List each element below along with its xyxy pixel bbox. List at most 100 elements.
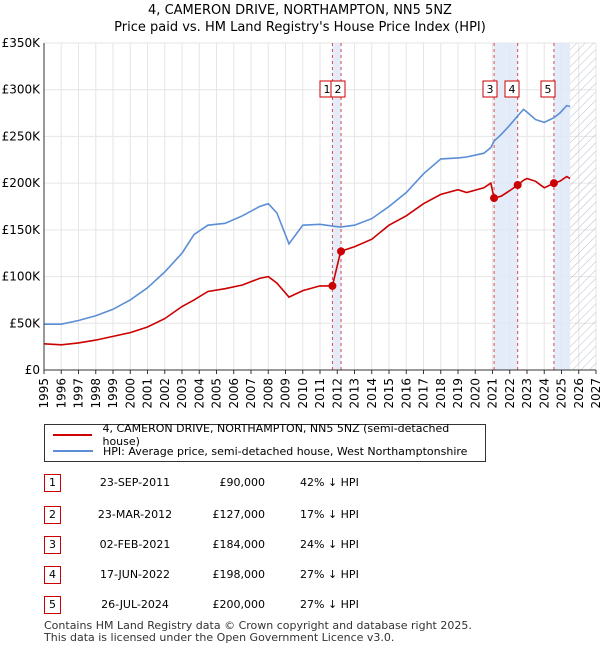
x-tick-label: 2014 — [365, 378, 379, 409]
x-tick-label: 2005 — [210, 378, 224, 409]
y-tick-label: £100K — [2, 270, 42, 284]
y-tick-label: £300K — [2, 83, 42, 97]
sale-number-badge: 4 — [44, 566, 61, 584]
x-tick-label: 2024 — [537, 378, 551, 409]
x-tick-label: 2025 — [555, 378, 569, 409]
ownership-period-shade — [332, 43, 342, 370]
sale-price: £90,000 — [219, 476, 266, 489]
sale-hpi-diff: 27% ↓ HPI — [300, 568, 359, 581]
x-tick-label: 2003 — [175, 378, 189, 409]
x-tick-label: 2012 — [330, 378, 344, 409]
x-tick-label: 1999 — [106, 378, 120, 409]
sale-point — [490, 194, 499, 203]
sale-hpi-diff: 42% ↓ HPI — [300, 476, 359, 489]
x-tick-label: 2026 — [572, 378, 586, 409]
y-tick-label: £350K — [2, 36, 42, 50]
sale-label-text: 3 — [487, 83, 494, 96]
x-tick-label: 2021 — [486, 378, 500, 409]
sale-label-text: 1 — [324, 83, 331, 96]
x-tick-label: 2023 — [520, 378, 534, 409]
legend-swatch-property — [53, 434, 93, 436]
sale-label-text: 4 — [509, 83, 516, 96]
x-tick-label: 2008 — [261, 378, 275, 409]
y-tick-label: £50K — [9, 316, 41, 330]
x-tick-label: 2016 — [399, 378, 413, 409]
ownership-period-shade — [494, 43, 518, 370]
sale-hpi-diff: 24% ↓ HPI — [300, 538, 359, 551]
table-row: 4 17-JUN-2022 £198,000 27% ↓ HPI — [0, 562, 600, 588]
x-tick-label: 2004 — [192, 378, 206, 409]
x-tick-label: 2007 — [244, 378, 258, 409]
x-tick-label: 2015 — [382, 378, 396, 409]
x-tick-label: 2022 — [503, 378, 517, 409]
table-row: 3 02-FEB-2021 £184,000 24% ↓ HPI — [0, 532, 600, 558]
sale-number-badge: 3 — [44, 536, 61, 554]
sale-price: £200,000 — [212, 598, 266, 611]
sale-hpi-diff: 27% ↓ HPI — [300, 598, 359, 611]
x-tick-label: 2017 — [417, 378, 431, 409]
sale-label-box — [540, 80, 556, 98]
sale-number-badge: 5 — [44, 596, 61, 614]
x-tick-label: 1998 — [89, 378, 103, 409]
x-tick-label: 2013 — [348, 378, 362, 409]
legend-item-property: 4, CAMERON DRIVE, NORTHAMPTON, NN5 5NZ (… — [53, 422, 485, 448]
sale-label: 3 — [482, 80, 498, 98]
x-tick-label: 2020 — [468, 378, 482, 409]
x-tick-label: 2000 — [123, 378, 137, 409]
sale-price: £127,000 — [212, 508, 266, 521]
sale-date: 17-JUN-2022 — [99, 568, 171, 581]
sale-label-text: 5 — [545, 83, 552, 96]
footer-copyright: Contains HM Land Registry data © Crown c… — [44, 619, 472, 632]
sale-number-badge: 2 — [44, 506, 61, 524]
x-tick-label: 2010 — [296, 378, 310, 409]
y-tick-label: £250K — [2, 129, 42, 143]
x-tick-label: 1995 — [37, 378, 51, 409]
ownership-period-shade — [553, 43, 571, 370]
legend-swatch-hpi — [53, 450, 93, 452]
sale-point — [549, 179, 558, 188]
y-tick-label: £0 — [25, 363, 40, 377]
y-tick-label: £150K — [2, 223, 42, 237]
x-tick-label: 2011 — [313, 378, 327, 409]
sale-hpi-diff: 17% ↓ HPI — [300, 508, 359, 521]
legend-label-property: 4, CAMERON DRIVE, NORTHAMPTON, NN5 5NZ (… — [102, 422, 450, 448]
x-tick-label: 2027 — [589, 378, 600, 409]
sale-point — [337, 247, 346, 256]
table-row: 1 23-SEP-2011 £90,000 42% ↓ HPI — [0, 470, 600, 496]
sale-label: 4 — [504, 80, 520, 98]
x-tick-label: 1997 — [72, 378, 86, 409]
x-tick-label: 2018 — [434, 378, 448, 409]
sale-label-box — [330, 80, 346, 98]
table-row: 5 26-JUL-2024 £200,000 27% ↓ HPI — [0, 592, 600, 618]
x-tick-label: 2001 — [141, 378, 155, 409]
chart-title: 4, CAMERON DRIVE, NORTHAMPTON, NN5 5NZ — [148, 3, 452, 18]
sale-date: 26-JUL-2024 — [101, 598, 169, 611]
x-tick-label: 2019 — [451, 378, 465, 409]
sale-label-text: 2 — [335, 83, 342, 96]
legend-item-hpi: HPI: Average price, semi-detached house,… — [53, 443, 467, 459]
sale-date: 02-FEB-2021 — [99, 538, 171, 551]
hpi-line — [44, 104, 571, 325]
y-tick-label: £200K — [2, 176, 42, 190]
forecast-hatch — [570, 43, 596, 370]
chart-subtitle: Price paid vs. HM Land Registry's House … — [114, 20, 486, 35]
sale-point — [513, 181, 522, 190]
property-price-line — [43, 175, 571, 346]
x-tick-label: 2009 — [279, 378, 293, 409]
sale-price: £198,000 — [212, 568, 266, 581]
chart-legend: 4, CAMERON DRIVE, NORTHAMPTON, NN5 5NZ (… — [44, 422, 486, 462]
legend-label-hpi: HPI: Average price, semi-detached house,… — [103, 444, 468, 458]
sale-date: 23-SEP-2011 — [99, 476, 171, 489]
x-tick-label: 2002 — [158, 378, 172, 409]
sale-label: 2 — [330, 80, 346, 98]
sale-label: 5 — [540, 80, 556, 98]
x-tick-label: 1996 — [54, 378, 68, 409]
sale-price: £184,000 — [212, 538, 266, 551]
sale-point — [328, 281, 337, 290]
sale-number-badge: 1 — [44, 474, 61, 492]
sale-label-box — [482, 80, 498, 98]
table-row: 2 23-MAR-2012 £127,000 17% ↓ HPI — [0, 502, 600, 528]
sale-label-box — [504, 80, 520, 98]
sale-date: 23-MAR-2012 — [97, 508, 173, 521]
